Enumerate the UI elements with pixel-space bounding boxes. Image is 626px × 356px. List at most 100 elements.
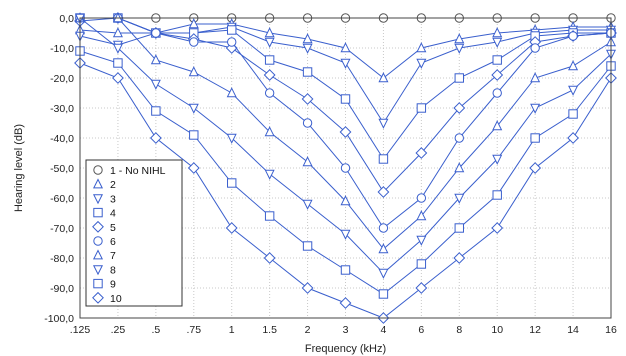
data-point [378,118,389,129]
data-point [491,69,504,81]
y-tick-label: -90,0 [50,283,74,295]
data-point [416,193,427,203]
x-tick-label: .125 [70,324,91,336]
data-point [492,154,503,165]
data-point [264,27,275,38]
data-point [112,43,123,54]
series-7 [74,12,617,254]
y-tick-label: -100,0 [44,313,74,325]
x-tick-label: .5 [151,324,160,336]
legend-label: 3 [110,193,116,205]
x-tick-label: 8 [456,324,462,336]
data-point [530,72,541,83]
data-point [492,55,502,65]
y-tick-label: -80,0 [50,253,74,265]
data-point [112,27,123,38]
y-tick-label: -50,0 [50,163,74,175]
data-point [454,33,465,44]
data-point [302,33,313,44]
data-point [227,25,237,35]
data-point [264,169,275,180]
data-point [113,58,123,68]
legend-label: 1 - No NIHL [110,165,166,177]
data-point [302,43,313,54]
data-point [377,186,390,198]
data-point [189,130,199,140]
data-point [340,265,351,275]
data-point [530,43,540,53]
data-point [188,103,199,114]
legend-label: 10 [110,293,122,305]
data-point [492,37,503,48]
y-tick-label: -30,0 [50,103,74,115]
data-point [301,282,314,294]
x-axis-title: Frequency (kHz) [305,343,386,355]
data-point [149,132,162,144]
data-point [378,223,389,233]
data-point [454,43,465,54]
data-point [492,88,502,98]
data-point [568,85,579,96]
series-10 [74,57,617,324]
data-point [225,222,238,234]
legend-label: 7 [110,250,116,262]
data-point [568,60,579,71]
legend-label: 2 [110,179,116,191]
legend: 1 - No NIHL 2 3 4 5 6 7 8 9 10 [85,159,183,307]
x-tick-label: 1 [229,324,235,336]
x-tick-label: 2 [305,324,311,336]
data-point [112,72,124,84]
data-point [416,235,427,246]
x-tick-label: .25 [111,324,126,336]
y-tick-label: -10,0 [50,43,74,55]
data-point [264,211,275,221]
y-tick-label: -70,0 [50,223,74,235]
legend-marker [92,220,104,233]
legend-marker [93,278,103,289]
data-point [263,252,276,264]
data-point [264,37,275,48]
data-point [567,132,579,144]
legend-label: 9 [110,279,116,291]
data-point [492,120,503,131]
data-point [454,73,464,83]
data-point [568,31,578,41]
data-point [454,223,464,233]
data-point [416,103,427,113]
x-tick-label: 4 [381,324,387,336]
data-point [378,289,389,299]
data-point [302,67,313,77]
data-point [340,42,351,53]
data-point [568,109,578,119]
y-tick-label: 0,0 [59,13,74,25]
data-point [340,94,351,104]
data-point [264,126,275,137]
data-point [150,54,161,65]
data-point [302,156,313,167]
y-axis-title: Hearing level (dB) [13,124,25,212]
legend-marker [92,178,104,189]
x-tick-label: 6 [418,324,424,336]
data-point [302,199,313,210]
data-point [188,66,199,77]
data-point [378,243,389,254]
data-point [302,241,313,251]
data-point [226,133,237,144]
data-point [151,106,161,116]
legend-marker [93,236,103,246]
data-point [340,229,351,240]
data-point [454,193,465,204]
data-point [227,37,237,47]
data-point [416,42,427,53]
legend-label: 6 [110,236,116,248]
data-point [415,282,428,294]
data-point [378,72,389,83]
data-point [339,126,352,138]
x-tick-label: 1.5 [262,324,277,336]
data-point [378,268,389,279]
data-point [340,163,351,173]
data-point [151,28,161,38]
plot-frame [79,17,612,319]
legend-marker [92,291,104,304]
